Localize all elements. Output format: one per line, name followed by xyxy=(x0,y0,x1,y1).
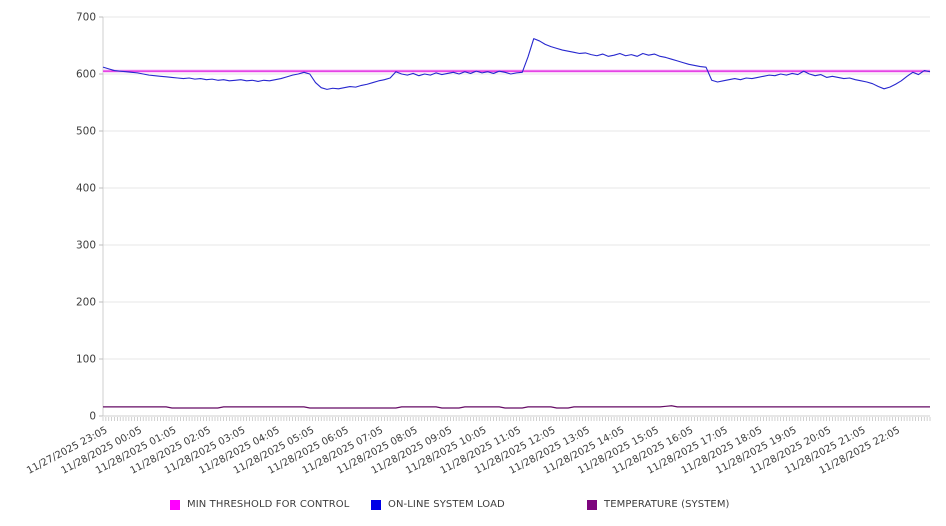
series-line-temperature xyxy=(103,405,930,409)
svg-text:400: 400 xyxy=(76,183,96,195)
legend-swatch-min-threshold xyxy=(170,499,180,510)
svg-text:700: 700 xyxy=(76,12,96,24)
axes xyxy=(102,17,930,417)
svg-text:300: 300 xyxy=(76,240,96,252)
y-axis-labels: 0 100 200 300 400 500 600 700 xyxy=(76,12,103,423)
legend-swatch-temperature xyxy=(587,499,597,510)
legend-item-temperature: TEMPERATURE (SYSTEM) xyxy=(587,499,730,510)
gridlines xyxy=(103,16,930,360)
chart-legend: MIN THRESHOLD FOR CONTROL ON-LINE SYSTEM… xyxy=(0,499,946,515)
legend-item-system-load: ON-LINE SYSTEM LOAD xyxy=(371,499,505,510)
svg-text:600: 600 xyxy=(76,69,96,81)
series-line-system-load xyxy=(102,38,931,90)
legend-swatch-system-load xyxy=(371,499,381,510)
x-axis-minor-ticks xyxy=(102,417,931,421)
svg-text:0: 0 xyxy=(89,411,96,423)
svg-text:500: 500 xyxy=(76,126,96,138)
legend-label-system-load: ON-LINE SYSTEM LOAD xyxy=(388,499,505,510)
svg-text:200: 200 xyxy=(76,297,96,309)
legend-label-temperature: TEMPERATURE (SYSTEM) xyxy=(604,499,730,510)
legend-item-min-threshold: MIN THRESHOLD FOR CONTROL xyxy=(170,499,349,510)
svg-text:100: 100 xyxy=(76,354,96,366)
legend-label-min-threshold: MIN THRESHOLD FOR CONTROL xyxy=(187,499,350,510)
